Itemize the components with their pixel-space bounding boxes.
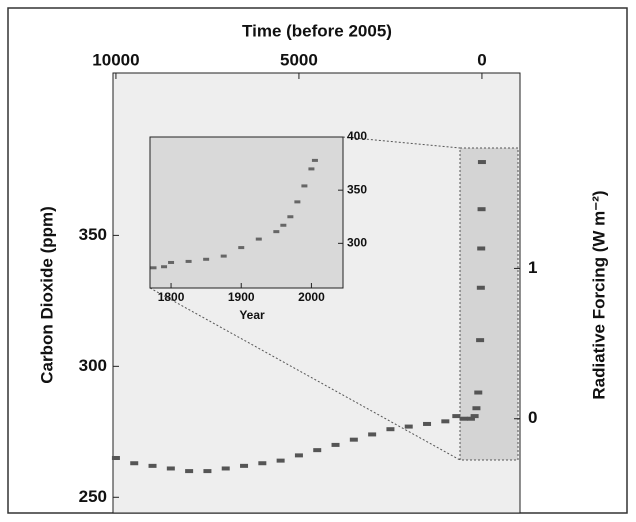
data-point xyxy=(166,466,175,471)
data-point xyxy=(459,416,468,421)
data-point xyxy=(258,461,267,466)
y-tick-label: 400 xyxy=(347,129,367,143)
inset-area xyxy=(149,136,344,289)
data-point xyxy=(477,246,486,251)
data-point xyxy=(130,461,139,466)
data-point xyxy=(423,421,432,426)
connector xyxy=(149,287,461,461)
y2-tick-label: 1 xyxy=(528,258,537,277)
data-point xyxy=(238,246,245,250)
data-point xyxy=(477,207,486,212)
x-tick-label: 1900 xyxy=(228,290,255,304)
data-point xyxy=(255,237,262,241)
x-tick-label: 2000 xyxy=(298,290,325,304)
data-point xyxy=(111,456,120,460)
inset-x-label: Year xyxy=(239,308,265,322)
connector xyxy=(342,136,461,149)
data-point xyxy=(203,257,210,261)
data-point xyxy=(221,466,230,471)
data-point xyxy=(477,160,486,165)
y-axis-label: Carbon Dioxide (ppm) xyxy=(37,206,56,384)
data-point xyxy=(168,260,175,264)
data-point xyxy=(220,254,227,258)
data-point xyxy=(240,463,249,468)
data-point xyxy=(452,414,461,419)
data-point xyxy=(280,223,287,227)
data-point xyxy=(287,215,294,219)
data-point xyxy=(476,338,485,343)
data-point xyxy=(301,184,308,188)
data-point xyxy=(386,427,395,432)
data-point xyxy=(476,285,485,290)
data-point xyxy=(185,469,194,474)
data-point xyxy=(313,448,322,453)
data-point xyxy=(161,265,168,269)
data-point xyxy=(404,424,413,429)
y-tick-label: 250 xyxy=(79,487,107,506)
data-point xyxy=(294,453,303,458)
data-point xyxy=(185,259,192,263)
y-tick-label: 300 xyxy=(79,356,107,375)
data-point xyxy=(466,416,475,421)
data-point xyxy=(368,432,377,437)
data-point xyxy=(349,437,358,442)
data-point xyxy=(331,442,340,447)
data-point xyxy=(273,230,280,234)
data-point xyxy=(441,419,450,424)
x-axis-label: Time (before 2005) xyxy=(242,21,392,40)
x-tick-label: 1800 xyxy=(158,290,185,304)
data-point xyxy=(308,167,315,171)
data-point xyxy=(294,200,301,204)
data-point xyxy=(203,469,212,474)
y-tick-label: 350 xyxy=(347,182,367,196)
data-point xyxy=(276,458,285,463)
data-point xyxy=(472,406,481,411)
data-point xyxy=(474,390,483,395)
y-tick-label: 350 xyxy=(79,225,107,244)
y2-axis-label: Radiative Forcing (W m⁻²) xyxy=(589,190,608,399)
x-tick-label: 10000 xyxy=(92,50,139,69)
data-point xyxy=(150,266,157,270)
data-point xyxy=(470,414,479,419)
x-tick-label: 5000 xyxy=(280,50,318,69)
data-point xyxy=(148,463,157,468)
y2-tick-label: 0 xyxy=(528,408,537,427)
y-tick-label: 300 xyxy=(347,236,367,250)
x-tick-label: 0 xyxy=(477,50,486,69)
highlight-box xyxy=(459,147,519,461)
data-point xyxy=(311,158,318,162)
